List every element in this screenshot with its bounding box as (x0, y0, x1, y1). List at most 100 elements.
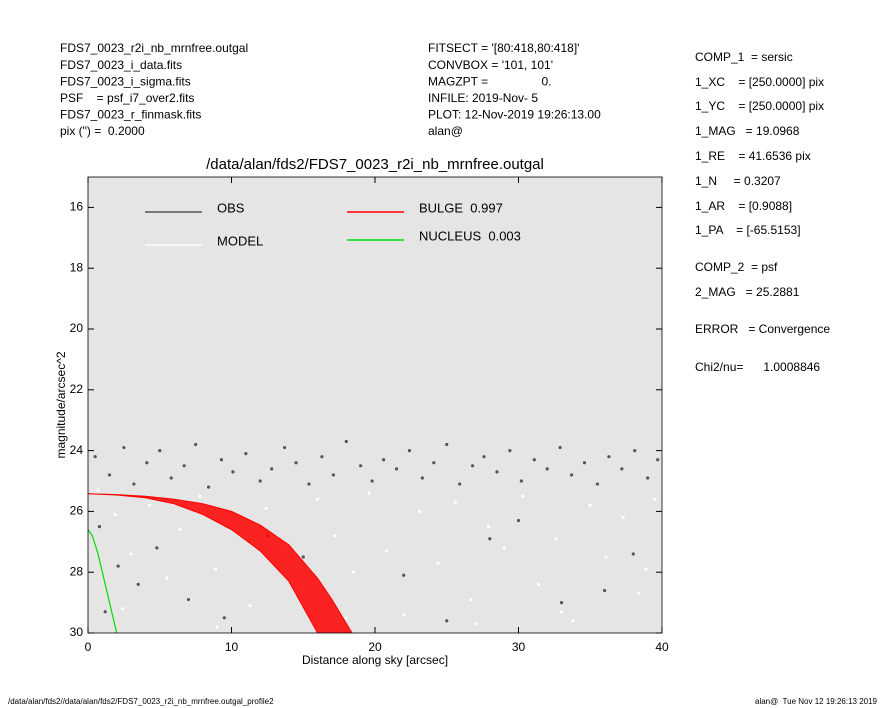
data-point (495, 470, 499, 474)
data-point (407, 449, 412, 453)
x-tick-label: 10 (225, 640, 239, 654)
y-axis-label: magnitude/arcsec^2 (54, 351, 68, 458)
data-point (97, 525, 102, 529)
data-point (382, 458, 386, 462)
data-point (536, 582, 541, 586)
data-point (370, 479, 374, 483)
y-tick-label: 20 (70, 321, 84, 335)
data-point (194, 442, 198, 447)
data-point (508, 449, 512, 453)
footer-left: /data/alan/fds2//data/alan/fds2/FDS7_002… (8, 697, 274, 706)
data-point (402, 573, 406, 577)
header-right-line: COMP_2 = psf (695, 260, 778, 274)
y-tick-label: 28 (70, 564, 84, 578)
data-point (621, 515, 625, 520)
data-point (458, 482, 462, 486)
profile-line (88, 529, 118, 633)
data-point (367, 491, 371, 495)
data-point (417, 509, 422, 513)
header-right-line: COMP_1 = sersic (695, 50, 793, 64)
data-point (559, 601, 564, 605)
data-point (558, 445, 562, 450)
data-point (631, 552, 635, 556)
header-right-line: 1_YC = [250.0000] pix (695, 99, 824, 113)
data-point (316, 497, 320, 501)
data-point (582, 461, 587, 465)
data-point (445, 619, 449, 623)
header-right-line: 1_PA = [-65.5153] (695, 223, 801, 237)
profile-band (88, 493, 353, 633)
data-point (384, 549, 389, 553)
legend-label: NUCLEUS 0.003 (419, 228, 521, 243)
header-left-line: FDS7_0023_r2i_nb_mrnfree.outgal (60, 41, 248, 55)
data-point (214, 567, 218, 571)
data-point (436, 561, 440, 565)
data-point (644, 567, 648, 571)
data-point (178, 528, 182, 532)
x-tick-label: 20 (368, 640, 382, 654)
data-point (420, 476, 424, 480)
header-middle-line: FITSECT = '[80:418,80:418]' (428, 41, 579, 55)
y-tick-label: 30 (70, 625, 84, 639)
data-point (136, 582, 140, 586)
data-point (588, 503, 592, 507)
data-point (219, 458, 224, 462)
data-point (165, 576, 169, 580)
data-point (103, 610, 107, 614)
data-point (637, 591, 641, 596)
footer-right: alan@ Tue Nov 12 19:26:13 2019 (755, 697, 878, 706)
data-point (516, 518, 521, 523)
data-point (248, 604, 252, 608)
data-point (486, 525, 490, 529)
data-point (445, 442, 449, 447)
data-point (633, 449, 637, 453)
data-point (607, 455, 611, 459)
header-right-line: Chi2/nu= 1.0008846 (695, 360, 820, 374)
data-point (344, 616, 348, 620)
data-point (653, 497, 657, 501)
header-left-line: FDS7_0023_r_finmask.fits (60, 108, 201, 122)
data-point (258, 479, 262, 483)
data-point (559, 610, 564, 614)
header-right-line: 1_XC = [250.0000] pix (695, 75, 824, 89)
data-point (521, 494, 525, 498)
data-point (145, 461, 149, 465)
data-point (158, 449, 162, 453)
y-tick-label: 18 (70, 260, 84, 274)
data-point (215, 625, 219, 629)
data-point (473, 622, 478, 626)
data-point (656, 458, 660, 462)
data-point (333, 534, 337, 538)
data-point (488, 537, 492, 541)
data-point (545, 467, 549, 471)
data-point (96, 488, 100, 492)
data-point (113, 512, 117, 517)
x-tick-label: 30 (512, 640, 526, 654)
y-tick-label: 24 (70, 443, 84, 457)
data-point (129, 552, 133, 556)
data-point (394, 467, 399, 471)
data-point (554, 537, 558, 541)
data-point (148, 503, 152, 507)
data-point (93, 455, 97, 459)
data-point (344, 439, 348, 444)
data-point (532, 458, 536, 462)
data-point (320, 455, 324, 459)
data-point (603, 588, 607, 593)
data-point (519, 479, 523, 483)
plot-content (88, 439, 660, 633)
header-middle-line: MAGZPT = 0. (428, 74, 551, 88)
chart-title: /data/alan/fds2/FDS7_0023_r2i_nb_mrnfree… (206, 156, 544, 173)
legend-label: OBS (217, 200, 245, 215)
data-point (646, 476, 650, 480)
data-point (595, 482, 600, 486)
data-point (359, 464, 363, 468)
y-tick-label: 22 (70, 382, 84, 396)
data-point (482, 455, 486, 459)
data-point (502, 546, 506, 550)
data-point (169, 476, 173, 480)
data-point (331, 473, 335, 477)
x-axis-label: Distance along sky [arcsec] (302, 653, 448, 667)
